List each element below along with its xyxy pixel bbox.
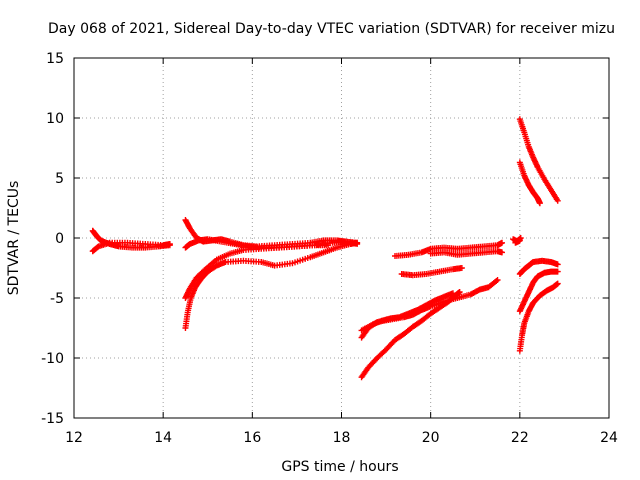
series-arc-6 [182,242,332,301]
x-axis-label: GPS time / hours [281,459,398,475]
data-point [166,241,173,247]
data-point [499,249,505,256]
data-point [517,235,524,241]
series-arc-18 [516,268,561,315]
axis-ticks: 12 14 16 18 20 22 24 -15 -10 -5 0 5 10 15 [41,51,618,446]
data-point [499,239,505,246]
series-arc-16 [516,257,561,277]
data-point [494,277,501,283]
series-arc-13 [510,235,524,246]
chart-title: Day 068 of 2021, Sidereal Day-to-day VTE… [48,21,615,37]
y-tick-label: 0 [55,231,64,247]
data-point [354,239,361,246]
y-axis-label: SDTVAR / TECUs [6,181,22,296]
series-arc-12 [427,248,505,258]
series-arc-5 [182,239,361,331]
data-points [89,116,561,381]
series-arc-10 [398,265,465,279]
data-point [458,265,465,271]
y-tick-label: -15 [41,411,64,427]
series-arc-11 [392,239,505,259]
data-point [325,242,332,249]
series-arc-8 [358,289,463,381]
data-point [493,278,500,285]
series-arc-2 [89,239,173,255]
data-point [456,289,463,295]
series-arc-15 [516,159,543,207]
y-tick-label: 15 [46,51,64,67]
x-tick-label: 24 [600,430,618,446]
series-arc-7 [358,277,501,341]
data-point [554,261,561,268]
x-tick-label: 12 [65,430,83,446]
x-tick-label: 16 [243,430,261,446]
y-tick-label: -5 [50,291,64,307]
x-tick-label: 14 [154,430,172,446]
x-tick-label: 18 [333,430,351,446]
y-tick-label: -10 [41,351,64,367]
series-arc-14 [516,116,561,204]
x-tick-label: 22 [511,430,529,446]
series-arc-9 [358,290,456,334]
data-point [449,290,456,297]
data-point [554,197,561,204]
data-point [536,200,543,207]
series-arc-3 [182,217,361,250]
data-point [554,268,561,275]
x-tick-label: 20 [422,430,440,446]
y-tick-label: 5 [55,171,64,187]
plot-frame [73,57,610,419]
series-arc-17 [516,280,561,354]
y-tick-label: 10 [46,111,64,127]
data-point [554,280,561,287]
